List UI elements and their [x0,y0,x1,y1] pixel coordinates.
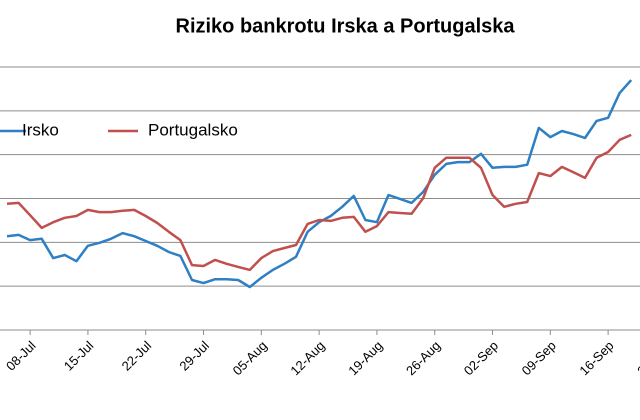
legend-label: Portugalsko [148,120,238,139]
x-tick-label: 08-Jul [3,338,39,374]
x-tick-label: 12-Aug [287,338,327,378]
x-tick-label: 19-Aug [345,338,385,378]
x-tick-label: 23-Sep [634,338,640,378]
x-tick-label: 09-Sep [519,338,559,378]
x-tick-label: 16-Sep [576,338,616,378]
series-line [6,133,632,272]
x-tick-label: 26-Aug [403,338,443,378]
series-line [6,79,633,289]
chart-title: Riziko bankrotu Irska a Portugalska [176,15,516,37]
x-tick-label: 15-Jul [61,338,97,374]
x-tick-label: 05-Aug [230,338,270,378]
x-tick-label: 02-Sep [461,338,501,378]
x-tick-label: 29-Jul [176,338,212,374]
legend-label: Irsko [22,120,59,139]
x-tick-label: 22-Jul [119,338,155,374]
